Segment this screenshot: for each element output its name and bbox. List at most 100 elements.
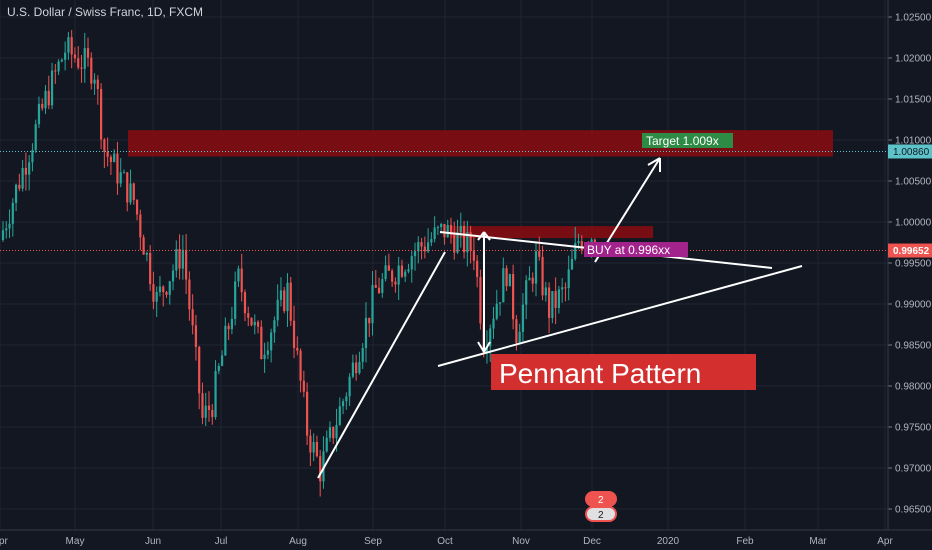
x-tick-label: Aug (289, 536, 307, 547)
candle-body (476, 260, 479, 277)
candle-body (374, 284, 377, 288)
candle-body (391, 270, 394, 282)
candle-body (243, 292, 247, 314)
candle-body (211, 409, 214, 418)
candle-body (109, 156, 113, 162)
candle-body (73, 54, 77, 59)
candle-body (11, 202, 14, 224)
candle-body (122, 172, 126, 174)
candle-body (485, 346, 489, 354)
y-tick-label: 0.97000 (895, 464, 932, 475)
candle-body (453, 234, 456, 253)
candle-body (60, 59, 63, 62)
candle-body (47, 90, 50, 106)
candle-body (171, 270, 175, 282)
candle-body (377, 287, 381, 293)
candle-body (567, 269, 570, 289)
candle-body (80, 67, 83, 69)
candle-body (312, 441, 315, 453)
candle-body (194, 325, 198, 347)
y-tick-label: 0.98000 (895, 382, 932, 393)
candle-body (158, 286, 162, 293)
x-tick-label: Dec (583, 536, 601, 547)
flagpole-line (317, 251, 446, 479)
arrow-head (647, 157, 661, 166)
candle-body (67, 37, 70, 53)
candle-body (270, 332, 273, 351)
candle-body (276, 299, 279, 321)
last-price-text: 0.99652 (893, 246, 930, 257)
last-price-tag (888, 243, 932, 258)
candle-body (77, 58, 80, 68)
candle-body (525, 280, 528, 305)
candle-body (217, 365, 220, 371)
candle-body (279, 290, 283, 300)
candle-body (466, 232, 469, 253)
candle-body (348, 376, 351, 397)
candle-body (155, 292, 158, 302)
candle-body (436, 227, 440, 229)
candle-body (266, 350, 269, 355)
y-tick-label: 1.01000 (895, 136, 932, 147)
candle-body (113, 153, 116, 162)
y-tick-label: 1.01500 (895, 95, 932, 106)
candle-body (423, 246, 426, 252)
candle-body (580, 241, 583, 251)
x-tick-label: 2020 (657, 536, 680, 547)
candle-body (302, 380, 305, 392)
resistance-zone (450, 226, 653, 239)
candle-body (142, 237, 145, 255)
candle-body (188, 279, 191, 310)
candle-body (495, 303, 498, 319)
candle-body (410, 256, 413, 270)
candle-body (64, 52, 67, 60)
candle-body (106, 151, 109, 157)
candle-body (328, 427, 332, 438)
candle-body (433, 227, 436, 240)
candle-body (273, 320, 276, 333)
candle-body (260, 326, 263, 359)
y-tick-label: 0.96500 (895, 505, 932, 516)
x-tick-label: Apr (877, 536, 893, 547)
buy-label: BUY at 0.996xx (587, 243, 670, 257)
candle-body (21, 167, 24, 189)
event-badge[interactable] (585, 506, 617, 522)
candle-body (220, 355, 224, 366)
candle-body (168, 281, 171, 295)
candle-body (90, 57, 93, 84)
candle-body (93, 79, 96, 84)
candle-body (341, 401, 345, 407)
candle-body (364, 317, 368, 349)
candle-body (557, 289, 560, 308)
candle-body (387, 265, 390, 271)
candle-body (57, 61, 60, 72)
pennant-lower-line (437, 265, 803, 367)
candle-body (332, 427, 335, 439)
arrow-head (477, 231, 485, 241)
arrow-head (477, 341, 485, 353)
candle-body (338, 406, 341, 425)
candle-body (538, 251, 541, 257)
candle-body (41, 103, 44, 109)
candle-body (570, 258, 574, 270)
candle-body (191, 309, 194, 326)
candle-body (528, 277, 531, 281)
candle-body (185, 249, 188, 280)
candle-body (534, 251, 538, 284)
candle-body (355, 362, 358, 374)
candle-body (178, 249, 181, 269)
candle-body (83, 48, 86, 69)
candle-body (224, 325, 227, 356)
pattern-label: Pennant Pattern (499, 358, 701, 389)
arrow-head (483, 231, 491, 241)
candle-body (547, 287, 551, 318)
event-badge-count: 2 (598, 495, 604, 506)
candle-body (446, 225, 449, 238)
candle-body (54, 70, 57, 72)
candle-body (440, 223, 443, 228)
candle-body (129, 183, 132, 203)
y-tick-label: 0.98500 (895, 341, 932, 352)
candle-body (492, 318, 495, 329)
